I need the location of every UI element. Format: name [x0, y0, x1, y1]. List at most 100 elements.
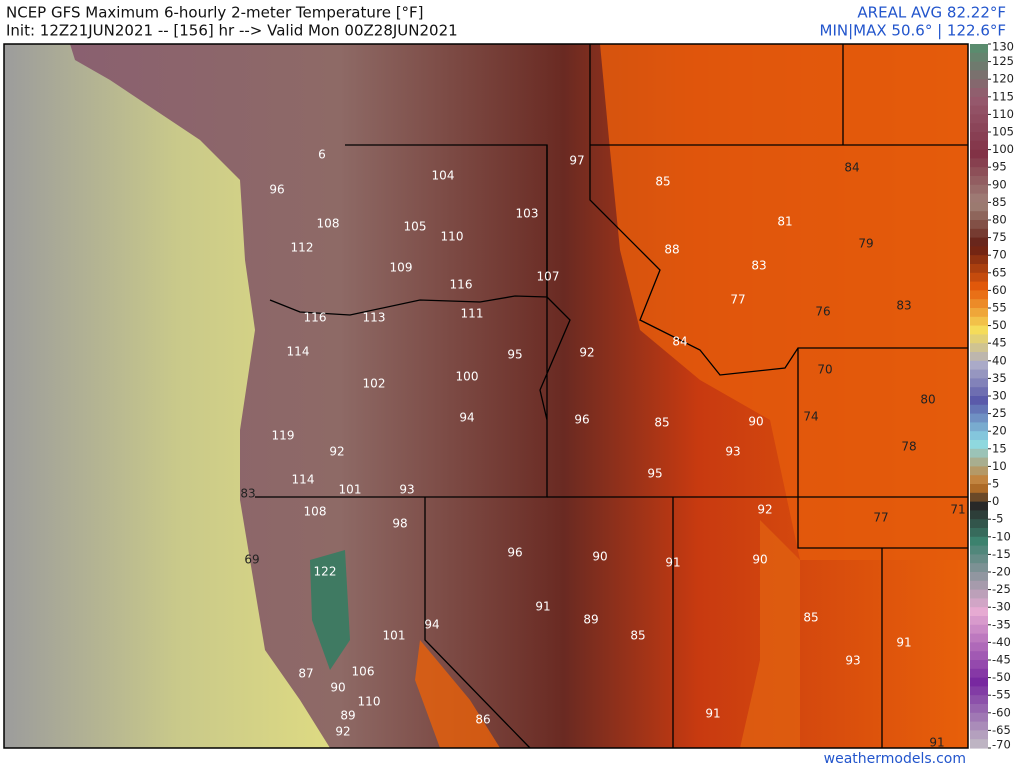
colorbar-band — [970, 158, 988, 168]
point-label: 97 — [569, 154, 584, 168]
colorbar-band — [970, 510, 988, 520]
init-line: Init: 12Z21JUN2021 -- [156] hr --> Valid… — [6, 22, 458, 40]
warm-region — [415, 640, 500, 748]
colorbar-band — [970, 501, 988, 511]
map — [3, 43, 969, 749]
point-label: 76 — [815, 305, 830, 319]
colorbar-tick-label: 25 — [992, 406, 1007, 420]
colorbar-band — [970, 492, 988, 503]
colorbar-band — [970, 387, 988, 397]
point-label: 84 — [844, 161, 859, 175]
point-label: 96 — [574, 413, 589, 427]
point-label: 85 — [803, 611, 818, 625]
colorbar-tick-label: 100 — [992, 142, 1014, 156]
colorbar-band — [970, 730, 988, 740]
point-label: 91 — [705, 707, 720, 721]
colorbar-tick-label: 80 — [992, 213, 1007, 227]
colorbar-band — [970, 70, 988, 80]
point-label: 81 — [777, 215, 792, 229]
colorbar-tick-label: -40 — [992, 635, 1011, 649]
colorbar-tick-label: 105 — [992, 125, 1014, 139]
point-label: 74 — [803, 410, 818, 424]
colorbar-band — [970, 211, 988, 221]
colorbar-band — [970, 369, 988, 379]
areal-avg: AREAL AVG 82.22°F — [857, 4, 1006, 22]
colorbar-band — [970, 484, 988, 494]
colorbar-band — [970, 554, 988, 564]
colorbar-band — [970, 519, 988, 529]
colorbar-band — [970, 651, 988, 661]
point-label: 94 — [459, 411, 474, 425]
colorbar-band — [970, 528, 988, 538]
colorbar-tick-label: 125 — [992, 54, 1014, 68]
point-label: 91 — [535, 600, 550, 614]
colorbar-band — [970, 299, 988, 309]
point-label: 92 — [757, 503, 772, 517]
colorbar-band — [970, 264, 988, 274]
credit: weathermodels.com — [824, 751, 966, 767]
point-label: 83 — [240, 487, 255, 501]
colorbar-band — [970, 140, 988, 151]
point-label: 90 — [752, 553, 767, 567]
colorbar-tick-label: -45 — [992, 653, 1011, 667]
colorbar-band — [970, 184, 988, 195]
colorbar-tick-label: -20 — [992, 565, 1011, 579]
colorbar-band — [970, 123, 988, 133]
colorbar-band — [970, 255, 988, 265]
colorbar-band — [970, 202, 988, 212]
point-label: 86 — [475, 713, 490, 727]
colorbar-band — [970, 132, 988, 142]
colorbar-band — [970, 607, 988, 617]
point-label: 90 — [748, 415, 763, 429]
colorbar-band — [970, 290, 988, 300]
colorbar-tick-label: 20 — [992, 424, 1007, 438]
point-label: 80 — [920, 393, 935, 407]
colorbar-tick-label: -5 — [992, 512, 1003, 526]
point-label: 90 — [330, 681, 345, 695]
point-label: 91 — [929, 736, 944, 750]
point-label: 70 — [817, 363, 832, 377]
colorbar-band — [970, 466, 988, 476]
colorbar-tick-label: 110 — [992, 107, 1014, 121]
colorbar-band — [970, 396, 988, 406]
point-label: 96 — [269, 183, 284, 197]
colorbar-band — [970, 316, 988, 327]
colorbar-band — [970, 220, 988, 230]
colorbar-band — [970, 413, 988, 423]
colorbar-tick-label: 75 — [992, 230, 1007, 244]
point-label: 106 — [352, 665, 375, 679]
point-label: 69 — [244, 553, 259, 567]
colorbar-tick-label: 85 — [992, 195, 1007, 209]
colorbar-tick-label: -50 — [992, 670, 1011, 684]
point-label: 83 — [751, 259, 766, 273]
colorbar-band — [970, 88, 988, 98]
point-label: 89 — [583, 613, 598, 627]
colorbar-tick-label: 130 — [992, 40, 1014, 54]
colorbar-band — [970, 308, 988, 318]
colorbar-tick-label: 30 — [992, 389, 1007, 403]
point-label: 6 — [318, 148, 326, 162]
point-label: 93 — [725, 445, 740, 459]
colorbar-tick-label: 45 — [992, 336, 1007, 350]
colorbar-band — [970, 193, 988, 203]
colorbar-band — [970, 79, 988, 89]
colorbar-band — [970, 721, 988, 731]
point-label: 100 — [456, 370, 479, 384]
colorbar-band — [970, 686, 988, 696]
colorbar-tick-label: 50 — [992, 318, 1007, 332]
point-label: 101 — [339, 483, 362, 497]
colorbar-band — [970, 105, 988, 115]
colorbar-tick-label: 60 — [992, 283, 1007, 297]
map-frame — [3, 43, 969, 749]
colorbar-tick-label: -10 — [992, 529, 1011, 543]
point-label: 95 — [507, 348, 522, 362]
point-label: 89 — [340, 709, 355, 723]
colorbar-band — [970, 61, 988, 71]
colorbar-band — [970, 431, 988, 441]
warm-region — [600, 44, 968, 560]
point-label: 85 — [654, 416, 669, 430]
colorbar-band — [970, 589, 988, 599]
colorbar-band — [970, 545, 988, 555]
colorbar-tick-label: 115 — [992, 89, 1014, 103]
